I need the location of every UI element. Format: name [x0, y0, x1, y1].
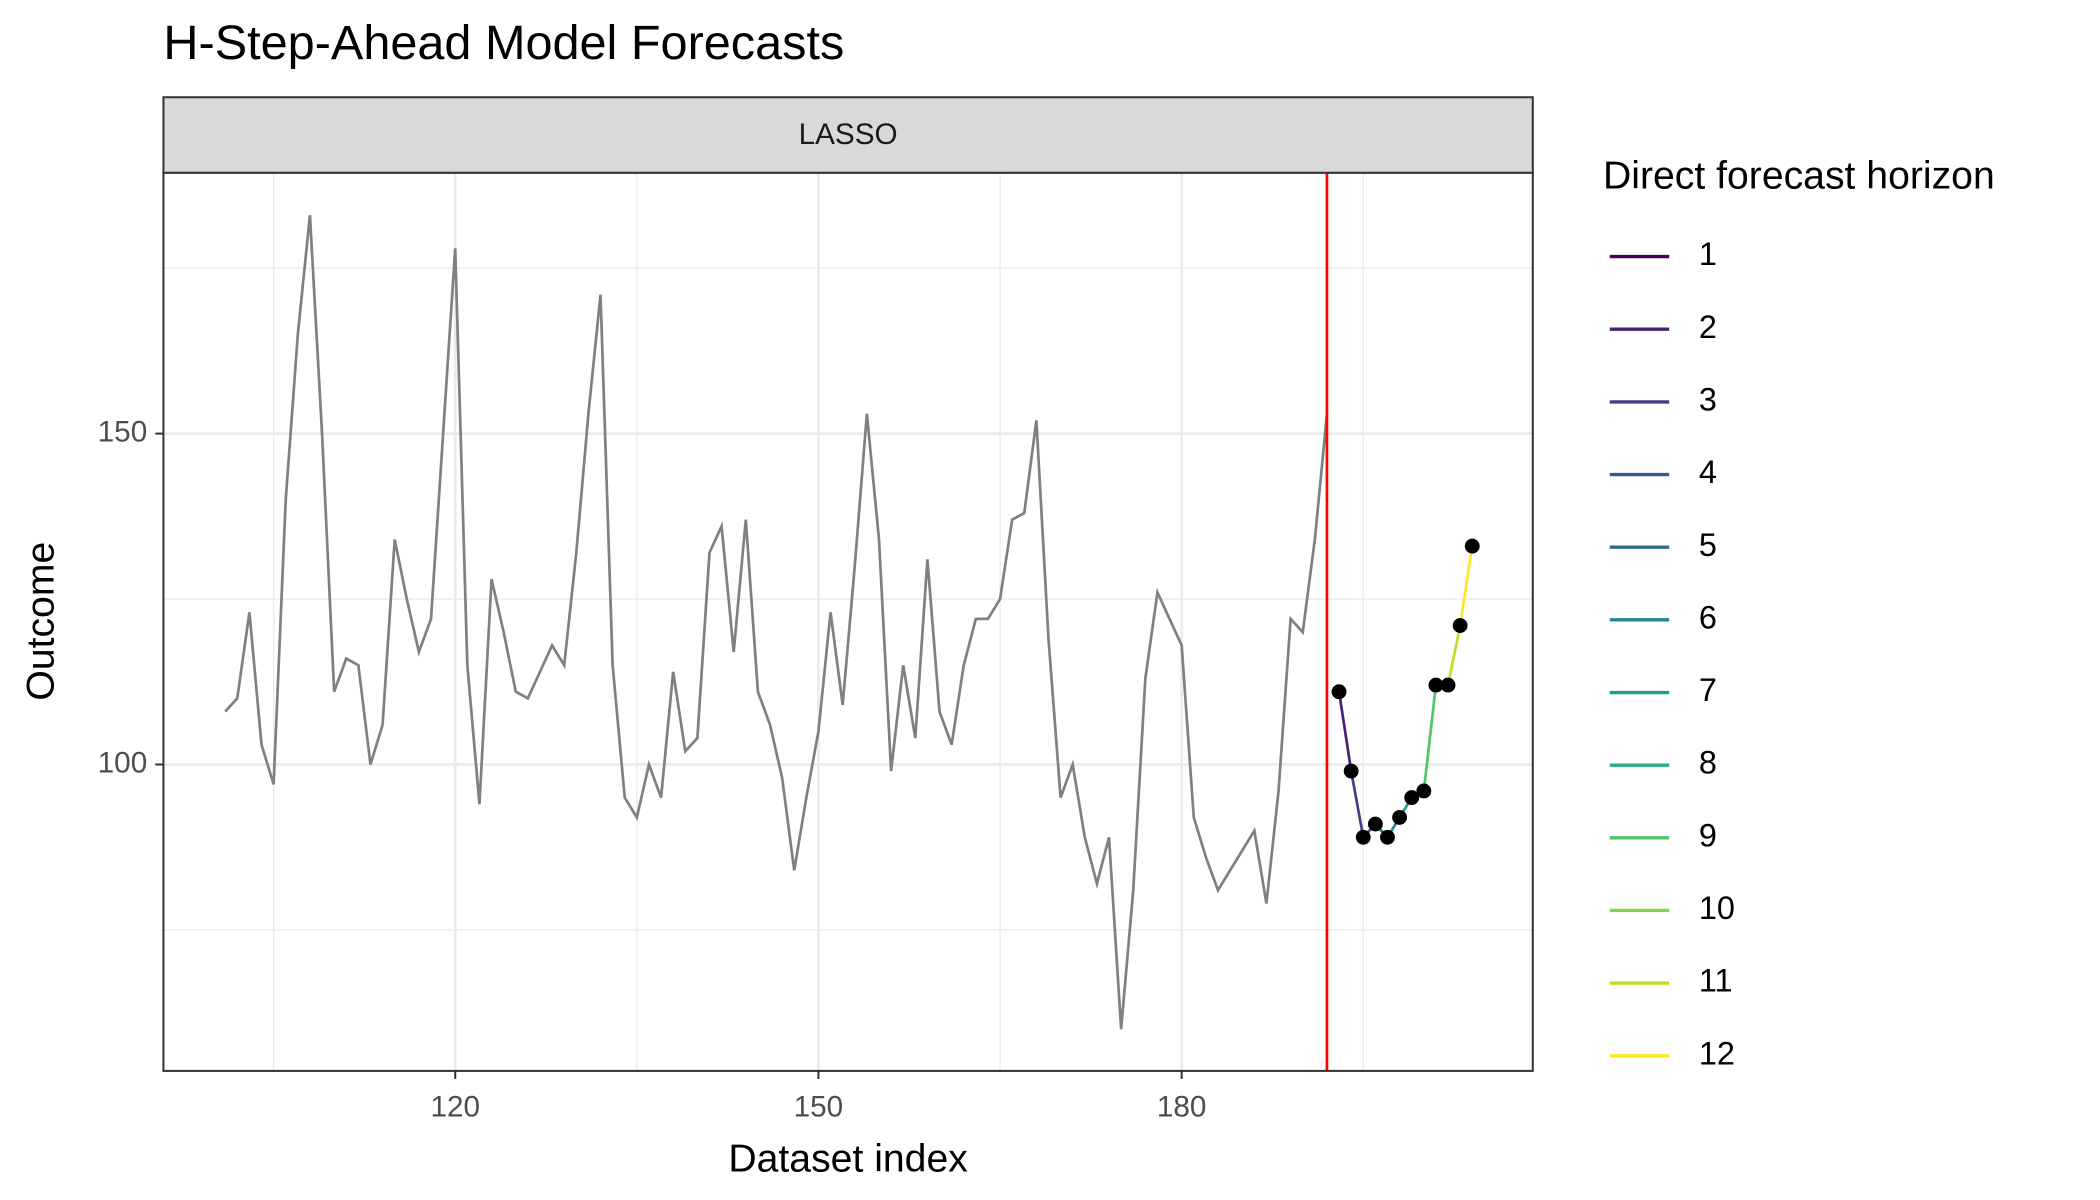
forecast-segment [1337, 691, 1353, 772]
y-tick-label: 150 [98, 415, 148, 448]
legend-label: 8 [1699, 745, 1717, 781]
forecast-point [1380, 829, 1395, 845]
legend-label: 1 [1699, 236, 1717, 272]
legend-label: 4 [1699, 454, 1717, 490]
facet-label: LASSO [799, 118, 898, 151]
legend-label: 3 [1699, 381, 1717, 417]
plot-area: 120 150 180 100 150 [98, 171, 1534, 1124]
legend-label: 11 [1699, 963, 1733, 999]
legend-label: 7 [1699, 672, 1717, 708]
y-tick-label: 100 [98, 746, 148, 779]
forecast-point [1428, 677, 1444, 693]
facet-strip [162, 96, 1534, 174]
forecast-point [1343, 763, 1359, 779]
x-axis-label: Dataset index [728, 1138, 968, 1181]
x-tick-label: 120 [430, 1091, 480, 1124]
observed-line [224, 215, 1329, 1030]
forecast-point [1367, 816, 1383, 832]
forecast-point [1331, 684, 1347, 700]
chart-title: H-Step-Ahead Model Forecasts [163, 16, 844, 70]
forecast-segment [1446, 625, 1462, 686]
forecast-point [1404, 790, 1420, 806]
panel-border [162, 171, 1534, 1072]
x-tick-label: 150 [794, 1091, 844, 1124]
legend-label: 2 [1699, 309, 1717, 345]
legend-label: 10 [1699, 890, 1735, 926]
forecast-point [1355, 829, 1371, 845]
forecast-point [1440, 677, 1456, 693]
forecast-point [1452, 618, 1468, 633]
forecast-point [1464, 538, 1480, 554]
forecast-point [1416, 783, 1432, 799]
forecast-segment [1458, 545, 1474, 626]
x-tick-label: 180 [1157, 1091, 1207, 1124]
legend-label: 6 [1699, 599, 1717, 635]
legend-label: 5 [1699, 527, 1717, 563]
forecast-segment [1349, 770, 1365, 838]
forecast-point [1392, 810, 1408, 825]
y-axis-label: Outcome [20, 542, 63, 701]
legend-title: Direct forecast horizon [1603, 155, 1995, 198]
legend-label: 12 [1699, 1035, 1735, 1071]
forecast-segment [1422, 684, 1438, 792]
legend-label: 9 [1699, 817, 1717, 853]
